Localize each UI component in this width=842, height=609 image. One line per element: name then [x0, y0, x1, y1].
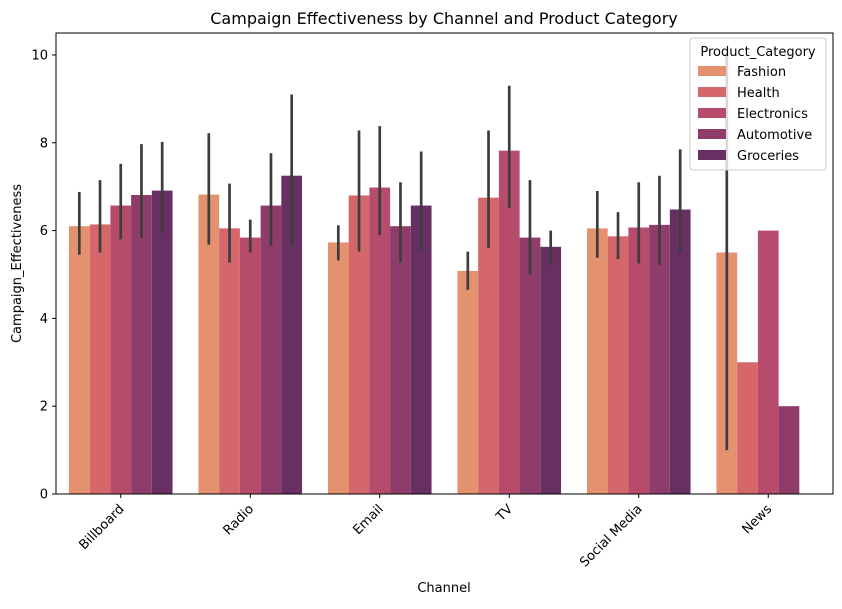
legend-label: Fashion	[737, 65, 786, 80]
x-tick-label: Radio	[221, 502, 257, 538]
bar	[219, 228, 240, 494]
bar	[410, 205, 432, 495]
legend-label: Electronics	[737, 107, 808, 122]
x-axis: Billboard Radio Email TV Social Media News	[76, 494, 775, 570]
bar	[540, 246, 562, 494]
bars-layer	[68, 150, 800, 495]
bar	[498, 150, 520, 494]
y-tick-label: 0	[40, 488, 48, 503]
bar	[260, 205, 282, 495]
x-tick-label: News	[740, 502, 776, 538]
bar	[68, 226, 90, 494]
bar	[586, 228, 608, 494]
bar	[239, 237, 261, 494]
bar	[369, 187, 391, 495]
x-tick-label: Social Media	[577, 502, 645, 570]
legend-swatch	[698, 87, 726, 97]
y-axis-label: Campaign_Effectiveness	[10, 184, 25, 343]
legend-swatch	[698, 108, 726, 118]
bar	[390, 226, 411, 494]
x-tick-label: Email	[350, 502, 386, 538]
y-tick-label: 10	[31, 48, 48, 63]
bar	[478, 197, 499, 494]
bar	[649, 224, 670, 495]
bar	[669, 209, 691, 494]
y-axis: 0 2 4 6 8 10	[31, 48, 56, 503]
chart-title: Campaign Effectiveness by Channel and Pr…	[210, 9, 678, 28]
bar	[457, 270, 479, 494]
legend-swatch	[698, 150, 726, 160]
bar	[327, 242, 349, 494]
y-tick-label: 2	[40, 400, 48, 415]
bar	[519, 237, 541, 494]
bar	[151, 190, 173, 494]
x-tick-label: Billboard	[76, 502, 127, 553]
bar	[757, 230, 779, 494]
bar	[348, 195, 370, 494]
bar	[131, 195, 152, 494]
legend-label: Health	[737, 86, 780, 101]
legend-swatch	[698, 129, 726, 139]
bar	[89, 224, 111, 495]
bar	[110, 205, 132, 495]
bar	[628, 227, 650, 494]
x-tick-label: TV	[493, 502, 516, 525]
errorbars-layer	[77, 54, 729, 451]
bar	[778, 406, 800, 494]
y-tick-label: 8	[40, 136, 48, 151]
legend: Product_Category Fashion Health Electronic…	[689, 37, 827, 171]
bar	[281, 175, 303, 494]
legend-label: Automotive	[737, 128, 812, 143]
y-tick-label: 4	[40, 312, 48, 327]
legend-swatch	[698, 66, 726, 76]
bar	[607, 236, 629, 494]
legend-title: Product_Category	[700, 45, 816, 60]
y-tick-label: 6	[40, 224, 48, 239]
legend-label: Groceries	[737, 149, 799, 164]
bar	[198, 194, 220, 494]
bar	[737, 362, 758, 494]
legend-items: Fashion Health Electronics Automotive Grocer…	[698, 65, 812, 164]
plot-frame	[55, 32, 834, 495]
x-axis-label: Channel	[417, 581, 470, 596]
